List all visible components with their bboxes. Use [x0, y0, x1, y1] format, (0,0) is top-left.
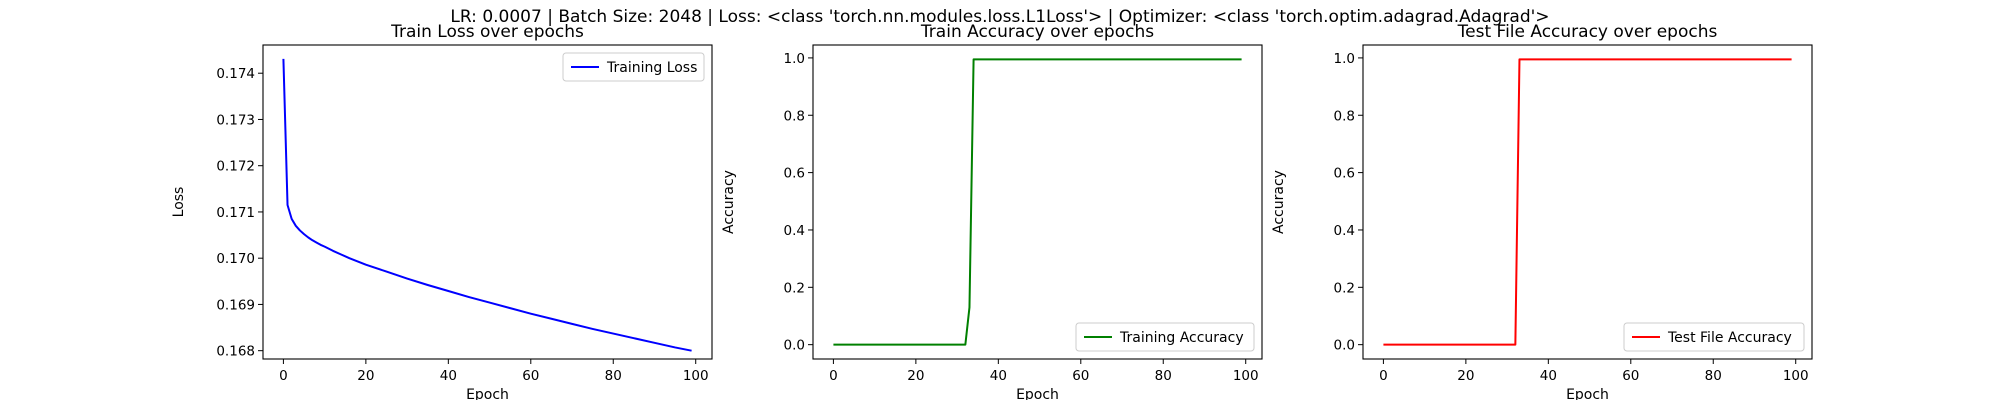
x-tick-label: 0: [829, 368, 838, 384]
series-line: [282, 58, 692, 352]
figure-suptitle: LR: 0.0007 | Batch Size: 2048 | Loss: <c…: [450, 7, 1549, 27]
axes-frame: [262, 44, 713, 360]
y-axis-label: Accuracy: [1271, 170, 1287, 234]
y-tick-label: 0.6: [784, 166, 805, 182]
y-tick-label: 0.4: [784, 223, 805, 239]
plot-title: Train Loss over epochs: [390, 22, 584, 42]
x-axis-label: Epoch: [1016, 387, 1059, 400]
subplot-3: Test File Accuracy over epochs 0 20 40 60 80 1…: [1271, 22, 1813, 403]
y-tick-label: 0.8: [784, 108, 805, 124]
y-tick-label: 0.6: [1334, 166, 1355, 182]
series-line: [833, 58, 1242, 346]
x-tick-label: 60: [1622, 368, 1639, 384]
y-tick-label: 1.0: [784, 51, 805, 67]
legend-label: Test File Accuracy: [1667, 330, 1792, 346]
legend-box: [562, 52, 705, 82]
x-tick-label: 80: [605, 368, 622, 384]
x-tick-label: 100: [1233, 368, 1259, 384]
series-line: [1383, 58, 1792, 346]
y-axis-label: Loss: [171, 187, 187, 218]
plot-title: Train Accuracy over epochs: [920, 22, 1154, 42]
y-tick-label: 0.169: [216, 297, 255, 313]
y-tick-label: 0.0: [1334, 338, 1355, 354]
legend: Training Accuracy: [1075, 322, 1255, 352]
y-tick-label: 0.8: [1334, 108, 1355, 124]
subplots: Train Loss over epochs 0 20 40 60 80 100 0.168 0…: [171, 22, 1813, 403]
y-tick-label: 0.174: [216, 66, 255, 82]
y-tick-label: 0.0: [784, 338, 805, 354]
y-tick-label: 0.4: [1334, 223, 1355, 239]
x-axis-label: Epoch: [1566, 387, 1609, 400]
legend-box: [1623, 322, 1805, 352]
y-axis-label: Accuracy: [721, 170, 737, 234]
y-tick-label: 0.2: [784, 280, 805, 296]
x-tick-label: 80: [1705, 368, 1722, 384]
plot-title: Test File Accuracy over epochs: [1457, 22, 1718, 42]
y-tick-label: 0.2: [1334, 280, 1355, 296]
y-tick-label: 0.173: [216, 112, 255, 128]
x-tick-label: 40: [990, 368, 1007, 384]
x-tick-label: 80: [1155, 368, 1172, 384]
legend: Test File Accuracy: [1623, 322, 1805, 352]
x-tick-label: 0: [279, 368, 288, 384]
y-tick-label: 0.171: [216, 205, 255, 221]
x-tick-label: 60: [1072, 368, 1089, 384]
x-tick-label: 40: [440, 368, 457, 384]
x-tick-label: 20: [357, 368, 374, 384]
x-tick-label: 40: [1540, 368, 1557, 384]
x-axis-label: Epoch: [466, 387, 509, 400]
y-tick-label: 1.0: [1334, 51, 1355, 67]
legend: Training Loss: [562, 52, 705, 82]
y-tick-label: 0.168: [216, 344, 255, 360]
x-tick-label: 100: [1783, 368, 1809, 384]
legend-box: [1075, 322, 1255, 352]
subplot-2: Train Accuracy over epochs 0 20 40 60 80 100 0.…: [721, 22, 1263, 403]
legend-label: Training Accuracy: [1119, 330, 1244, 346]
x-tick-label: 20: [1457, 368, 1474, 384]
y-tick-label: 0.172: [216, 159, 255, 175]
legend-label: Training Loss: [606, 60, 697, 76]
x-tick-label: 100: [683, 368, 709, 384]
axes-frame: [812, 44, 1263, 360]
x-tick-label: 0: [1379, 368, 1388, 384]
y-tick-label: 0.170: [216, 251, 255, 267]
axes-frame: [1362, 44, 1813, 360]
x-tick-label: 20: [907, 368, 924, 384]
x-tick-label: 60: [522, 368, 539, 384]
subplot-1: Train Loss over epochs 0 20 40 60 80 100 0.168 0…: [171, 22, 713, 403]
